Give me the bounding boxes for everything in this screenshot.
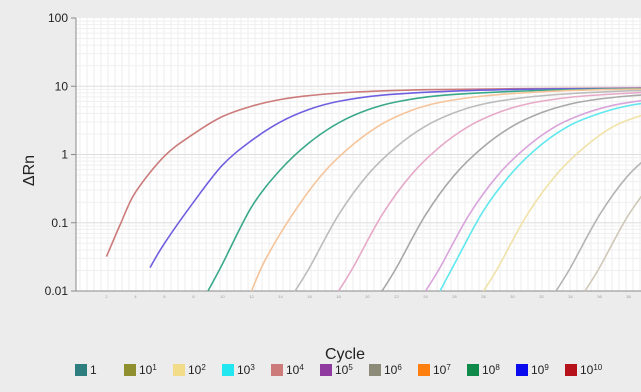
legend-label: 1 — [90, 363, 97, 377]
legend-swatch — [222, 364, 234, 376]
x-tick-label: 36 — [597, 294, 602, 299]
x-tick-label: 24 — [423, 294, 428, 299]
legend-label: 101 — [139, 363, 157, 377]
y-tick-labels: 100 10 1 0.1 0.01 — [45, 11, 69, 298]
x-axis-label: Cycle — [325, 346, 365, 363]
x-tick-label: 32 — [539, 294, 544, 299]
y-axis-label: ΔRn — [21, 155, 38, 186]
x-tick-label: 14 — [278, 294, 283, 299]
y-tick-label: 1 — [61, 148, 68, 162]
legend-label: 105 — [335, 363, 353, 377]
y-tick-label: 0.01 — [45, 284, 69, 298]
y-tick-label: 10 — [55, 79, 69, 93]
legend-swatch — [173, 364, 185, 376]
x-tick-label: 2 — [105, 294, 108, 299]
legend-swatch — [75, 364, 87, 376]
legend-swatch — [467, 364, 479, 376]
y-tick-label: 0.1 — [51, 216, 68, 230]
legend-label: 104 — [286, 363, 304, 377]
legend-label: 1010 — [580, 363, 603, 377]
legend-swatch — [271, 364, 283, 376]
x-tick-label: 34 — [568, 294, 573, 299]
x-tick-label: 4 — [134, 294, 137, 299]
x-tick-label: 28 — [481, 294, 486, 299]
legend-swatch — [369, 364, 381, 376]
legend-label: 102 — [188, 363, 206, 377]
x-tick-label: 6 — [163, 294, 166, 299]
x-tick-label: 16 — [307, 294, 312, 299]
legend-swatch — [565, 364, 577, 376]
legend-label: 109 — [531, 363, 549, 377]
legend-swatch — [124, 364, 136, 376]
x-tick-label: 26 — [452, 294, 457, 299]
x-tick-label: 30 — [510, 294, 515, 299]
x-tick-label: 8 — [192, 294, 195, 299]
x-tick-label: 10 — [220, 294, 225, 299]
legend-swatch — [418, 364, 430, 376]
x-tick-label: 12 — [249, 294, 254, 299]
x-tick-label: 18 — [336, 294, 341, 299]
x-tick-label: 22 — [394, 294, 399, 299]
legend-label: 106 — [384, 363, 402, 377]
legend-swatch — [516, 364, 528, 376]
legend-label: 103 — [237, 363, 255, 377]
legend-swatch — [320, 364, 332, 376]
legend-label: 107 — [433, 363, 451, 377]
x-tick-label: 20 — [365, 294, 370, 299]
x-tick-label: 38 — [626, 294, 631, 299]
legend-label: 108 — [482, 363, 500, 377]
legend: 1 101 102 103 104 105 106 107 108 109 1010 — [75, 363, 603, 377]
y-tick-label: 100 — [48, 11, 68, 25]
